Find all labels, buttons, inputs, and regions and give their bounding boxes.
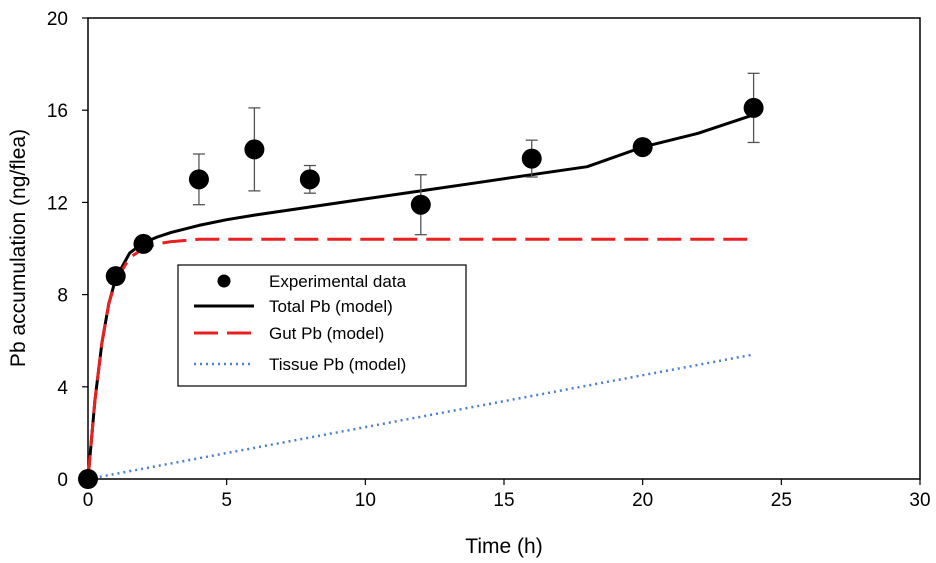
x-tick-label: 30 — [909, 490, 930, 511]
y-tick-label: 16 — [47, 101, 68, 122]
data-point — [521, 148, 542, 169]
x-tick-label: 20 — [632, 490, 653, 511]
y-tick-label: 12 — [47, 193, 68, 214]
data-point — [410, 194, 431, 215]
y-tick-label: 20 — [47, 9, 68, 30]
y-tick-label: 0 — [57, 470, 68, 491]
data-point — [299, 169, 320, 190]
legend-label-experimental: Experimental data — [269, 272, 407, 291]
data-point — [632, 137, 653, 158]
plot-area — [87, 17, 921, 480]
x-tick-label: 5 — [221, 490, 232, 511]
x-axis-title: Time (h) — [465, 535, 542, 558]
series-layer — [86, 113, 755, 481]
legend-marker-experimental — [217, 274, 231, 288]
data-point — [78, 469, 98, 489]
data-point — [133, 233, 154, 254]
x-tick-label: 15 — [493, 490, 514, 511]
x-tick-label: 0 — [83, 490, 94, 511]
legend-label-tissue: Tissue Pb (model) — [269, 355, 406, 374]
tissue-pb-line — [87, 353, 754, 481]
data-point — [105, 266, 126, 287]
gut-pb-line — [86, 237, 754, 480]
x-tick-label: 25 — [771, 490, 792, 511]
axis-ticks: 0 5 10 15 20 25 30 0 4 8 12 16 20 — [47, 9, 931, 511]
data-point — [188, 169, 209, 190]
y-tick-label: 4 — [57, 378, 68, 399]
legend: Experimental data Total Pb (model) Gut P… — [177, 264, 467, 387]
x-tick-label: 10 — [355, 490, 376, 511]
y-axis-title: Pb accumulation (ng/flea) — [7, 129, 30, 367]
data-point — [743, 97, 764, 118]
data-point — [244, 139, 265, 160]
points-layer — [78, 72, 764, 489]
legend-label-total: Total Pb (model) — [269, 297, 393, 316]
legend-label-gut: Gut Pb (model) — [269, 324, 384, 343]
y-tick-label: 8 — [57, 286, 68, 307]
